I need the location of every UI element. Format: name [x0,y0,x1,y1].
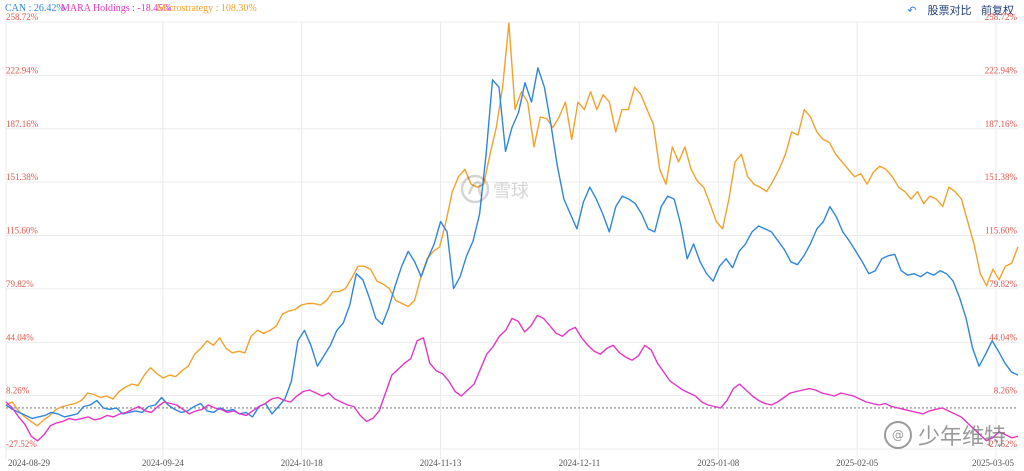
series-layer [5,22,1019,442]
series-line-mara-holdings [5,314,1019,442]
legend-can-name: CAN [5,3,27,14]
y-tick-label-left: 8.26% [6,386,30,396]
y-tick-label-left: -27.52% [6,439,37,449]
x-tick-label: 2025-01-08 [697,458,739,468]
legend-can[interactable]: CAN : 26.42% [5,3,65,14]
y-tick-label-right: 44.04% [989,332,1017,342]
series-line-microstrategy [5,22,1019,427]
y-tick-label-right: 222.94% [985,65,1018,75]
y-tick-label-right: -27.52% [986,439,1017,449]
legend-can-value: 26.42% [33,3,65,14]
y-tick-label-left: 115.60% [6,226,38,236]
y-axis-right: 258.72% 222.94% 187.16% 151.38% 115.60% 79.82… [985,12,1018,449]
y-tick-label-right: 8.26% [994,386,1018,396]
y-tick-label-right: 258.72% [985,12,1018,22]
xueqiu-logo-watermark: 雪球 [460,172,530,211]
y-tick-label-right: 151.38% [985,172,1018,182]
y-tick-label-left: 151.38% [6,172,39,182]
x-tick-label: 2024-11-13 [420,458,462,468]
x-tick-label: 2025-02-05 [836,458,878,468]
y-tick-label-left: 222.94% [6,65,39,75]
legend-mstr-name: Microstrategy [157,3,214,14]
y-tick-label-right: 79.82% [989,279,1017,289]
x-axis: 2024-08-29 2024-09-24 2024-10-18 2024-11-13… [8,458,1014,468]
legend-mara-value: -18.45% [137,3,172,14]
chart-header: CAN : 26.42% MARA Holdings : -18.45% Mic… [0,0,1024,18]
logo-text: 雪球 [493,181,529,202]
legend-mara[interactable]: MARA Holdings : -18.45% [61,3,172,14]
author-name: 少年维特 [917,425,1006,450]
x-tick-label: 2024-09-24 [142,458,184,468]
x-tick-label: 2024-08-29 [8,458,50,468]
forward-adjusted-button[interactable]: 前复权 [981,4,1014,17]
x-tick-label: 2024-12-11 [559,458,601,468]
y-tick-label-left: 187.16% [6,119,39,129]
author-watermark: @ 少年维特 [883,419,1006,451]
weibo-at-icon: @ [883,421,912,449]
y-tick-label-left: 79.82% [6,279,34,289]
series-line-can [5,67,1019,420]
chart-grid [5,21,1018,459]
y-tick-label-left: 258.72% [6,12,39,22]
legend-mara-name: MARA Holdings [61,3,130,14]
y-tick-label-right: 115.60% [985,226,1017,236]
y-tick-label-right: 187.16% [985,119,1018,129]
legend-mstr[interactable]: Microstrategy : 108.30% [157,3,257,14]
compare-stocks-button[interactable]: 股票对比 [927,4,972,17]
y-tick-label-left: 44.04% [6,332,34,342]
return-arrow-icon[interactable]: ↶ [907,4,917,17]
x-tick-label: 2025-03-05 [972,458,1014,468]
x-tick-label: 2024-10-18 [281,458,323,468]
chart-controls: ↶ 股票对比 前复权 [906,2,1014,18]
y-axis-left: 258.72% 222.94% 187.16% 151.38% 115.60% 79.82… [6,12,39,449]
legend-mstr-value: 108.30% [220,3,257,14]
